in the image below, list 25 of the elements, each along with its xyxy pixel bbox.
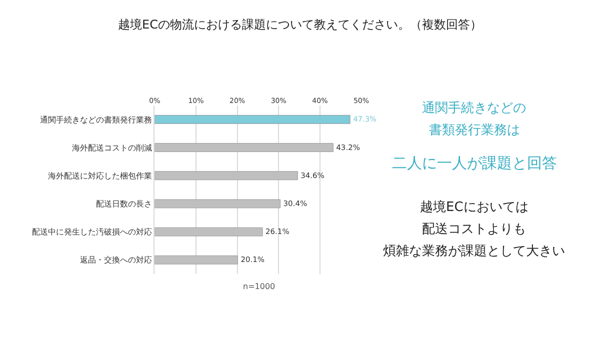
text: 越境ECにおいては: [420, 199, 528, 215]
bar: [154, 171, 298, 180]
y-tick-label: 配送日数の長さ: [96, 200, 152, 209]
y-tick-label: 海外配送に対応した梱包作業: [48, 171, 152, 180]
bar: [154, 227, 263, 236]
y-tick-label: 返品・交換への対応: [80, 256, 152, 265]
bar: [154, 199, 281, 208]
text: 配送コストよりも: [422, 222, 526, 237]
y-tick-label: 海外配送コストの削減: [72, 143, 152, 152]
data-label: 30.4%: [283, 199, 308, 208]
data-label: 26.1%: [266, 227, 290, 236]
data-label: 43.2%: [336, 142, 360, 152]
bar: [154, 255, 238, 264]
text: 書類発行業務は: [429, 123, 520, 138]
bar: [154, 114, 350, 124]
text: 二人に一人が課題と回答: [392, 154, 557, 172]
data-label: 20.1%: [240, 255, 265, 264]
y-tick-label: 通関手続きなどの書類発行業務: [40, 115, 152, 124]
data-label: 34.6%: [300, 170, 324, 180]
text: n=1000: [243, 282, 276, 291]
bar: [154, 143, 334, 152]
y-tick-label: 配送中に発生した汚破損への対応: [32, 228, 152, 237]
text: 通関手続きなどの: [422, 101, 526, 116]
text: 煩雑な業務が課題として大きい: [383, 244, 565, 259]
chart-title: 越境ECの物流における課題について教えてください。（複数回答）: [118, 18, 482, 32]
